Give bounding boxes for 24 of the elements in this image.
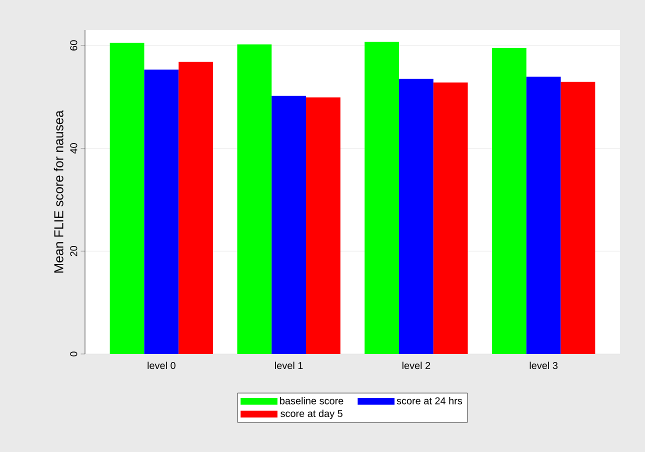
x-tick-label: level 2 <box>402 362 430 370</box>
bar <box>526 76 561 354</box>
y-axis-title: Mean FLIE score for nausea <box>54 110 64 273</box>
bar <box>144 70 179 354</box>
bar <box>560 82 596 354</box>
y-tick-label: 40 <box>70 143 78 154</box>
y-tick-label: 20 <box>70 246 78 256</box>
bar <box>237 44 272 354</box>
x-tick-label: level 3 <box>530 362 558 370</box>
bar <box>433 82 468 354</box>
bar <box>110 42 144 354</box>
legend-label: score at 24 hrs <box>396 397 462 404</box>
bar <box>178 62 214 354</box>
legend-label: baseline score <box>280 397 344 404</box>
x-tick-label: level 0 <box>148 362 176 370</box>
y-tick-label: 0 <box>70 352 78 356</box>
bar <box>492 48 526 354</box>
bar <box>306 97 340 354</box>
y-tick-label: 60 <box>70 40 78 50</box>
bar <box>399 78 434 354</box>
legend-label: score at day 5 <box>280 410 342 420</box>
bar <box>364 42 399 354</box>
x-tick-label: level 1 <box>275 362 303 370</box>
bar <box>272 96 306 354</box>
